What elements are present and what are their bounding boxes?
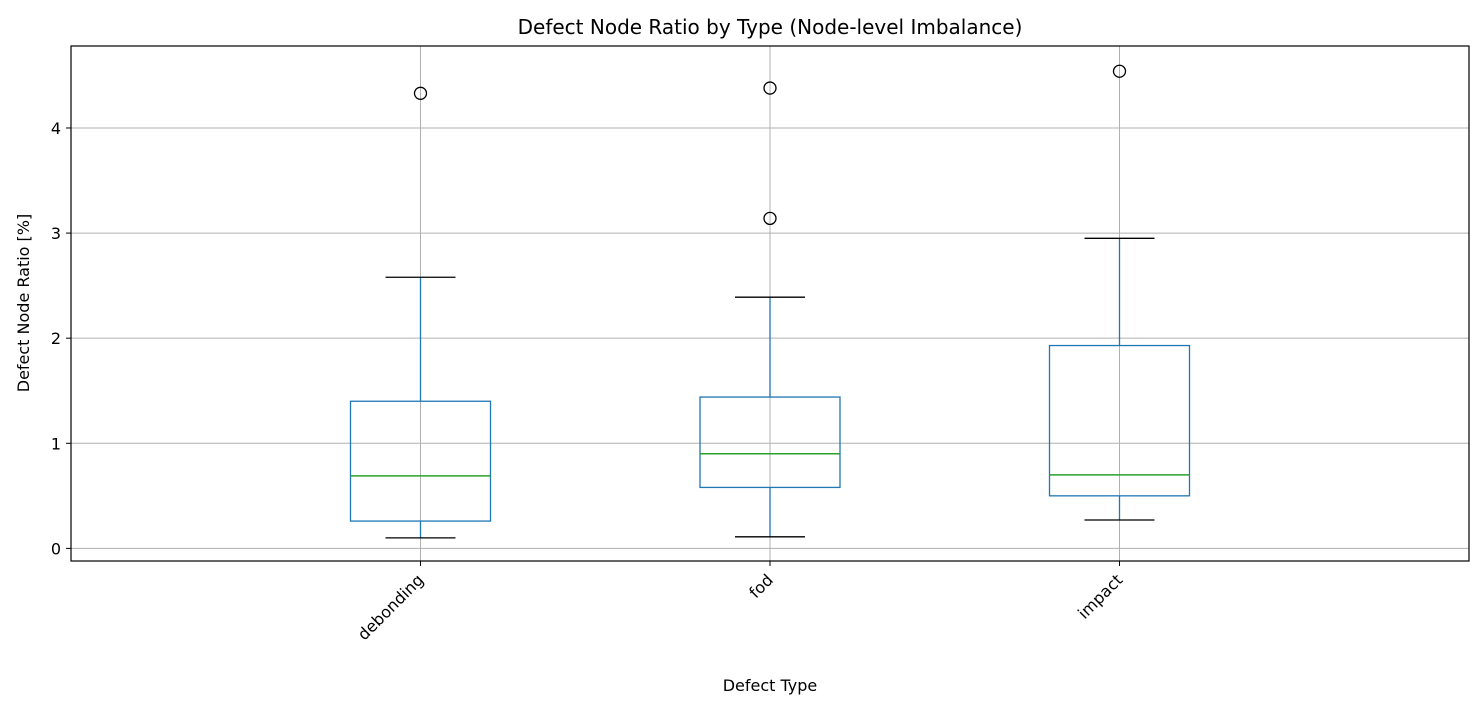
box-group-debonding bbox=[349, 86, 492, 539]
outlier-point-0 bbox=[1112, 64, 1127, 78]
iqr-box bbox=[349, 400, 492, 522]
data-layer bbox=[349, 64, 1191, 539]
box-group-impact bbox=[1048, 64, 1191, 521]
x-tick-label-impact: impact bbox=[1074, 570, 1126, 622]
y-tick-label-3: 3 bbox=[51, 224, 61, 243]
x-axis-label: Defect Type bbox=[723, 676, 818, 695]
iqr-box bbox=[699, 396, 841, 489]
box-group-fod bbox=[699, 81, 841, 538]
iqr-box bbox=[1048, 344, 1191, 497]
y-tick-label-1: 1 bbox=[51, 434, 61, 453]
x-tick-label-debonding: debonding bbox=[354, 570, 428, 644]
outlier-point-0 bbox=[763, 211, 777, 226]
y-tick-label-0: 0 bbox=[51, 539, 61, 558]
x-tick-label-fod: fod bbox=[745, 570, 777, 602]
y-axis-label: Defect Node Ratio [%] bbox=[14, 214, 33, 393]
y-tick-label-4: 4 bbox=[51, 119, 61, 138]
y-tick-label-2: 2 bbox=[51, 329, 61, 348]
outlier-point-1 bbox=[763, 81, 777, 95]
outlier-point-0 bbox=[413, 86, 428, 100]
chart-title: Defect Node Ratio by Type (Node-level Im… bbox=[518, 15, 1023, 39]
axis-layer: 0 1 2 3 4 debonding fod impact bbox=[51, 119, 1127, 644]
